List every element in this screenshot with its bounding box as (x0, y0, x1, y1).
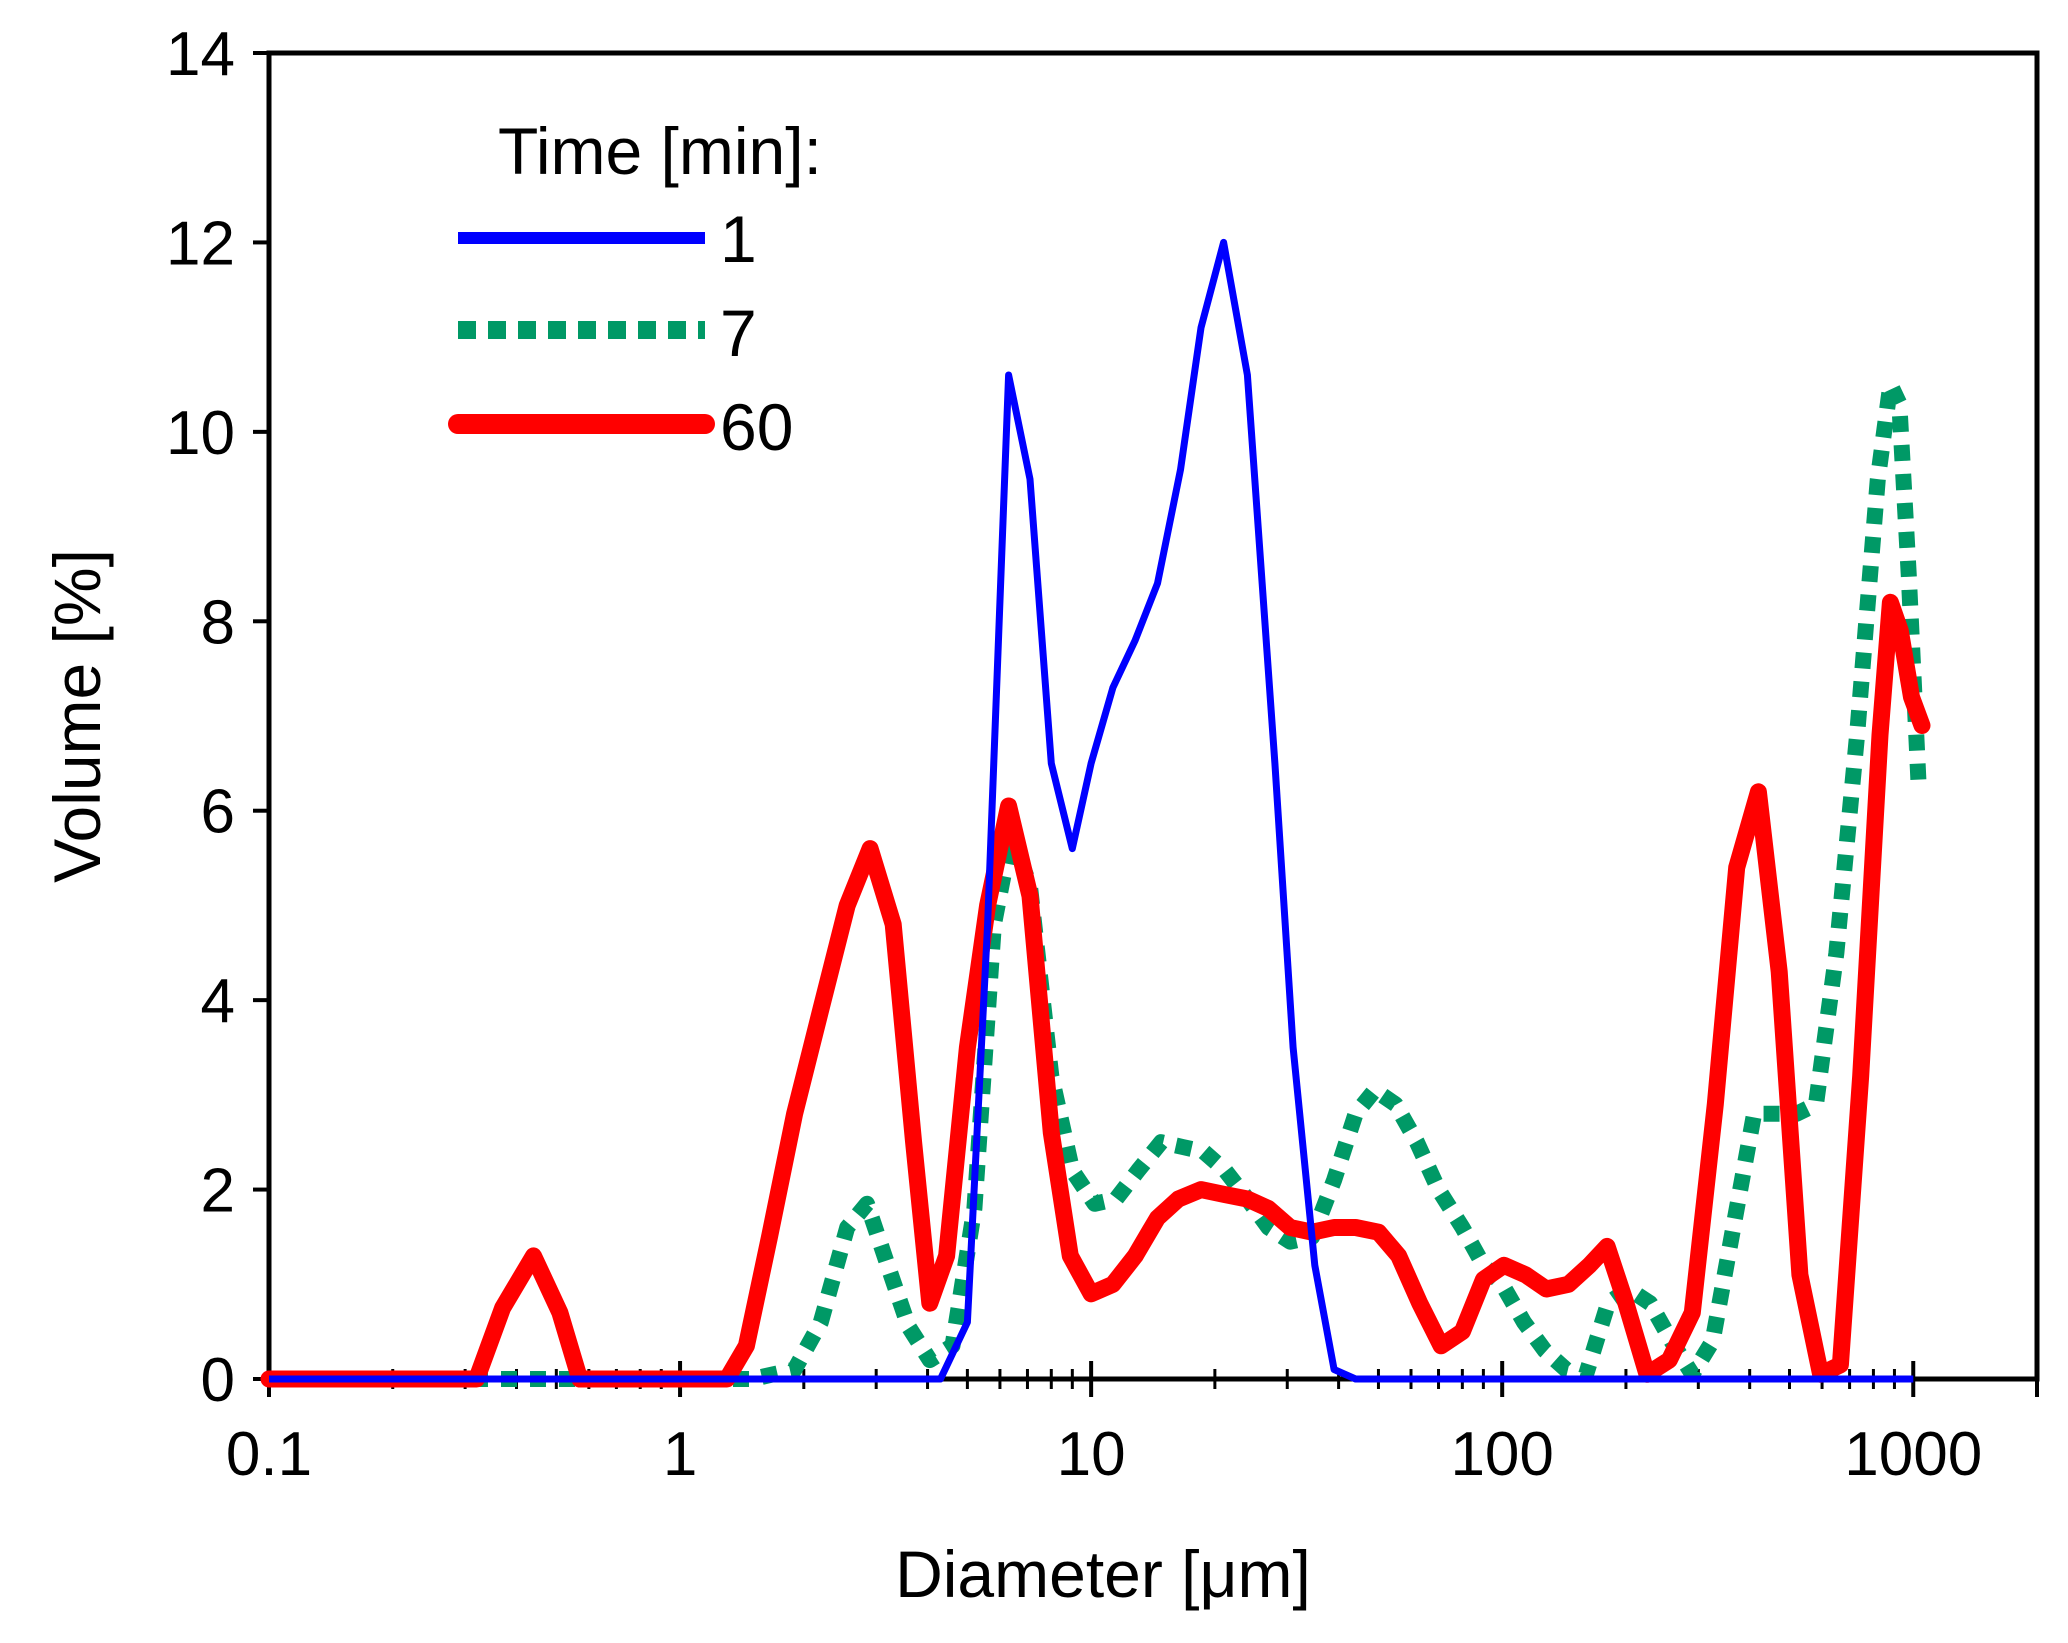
y-tick-label-10: 10 (166, 399, 235, 468)
y-axis-ticks: 0 2 4 6 8 10 12 14 (166, 20, 269, 1415)
series-line-1 (269, 238, 1914, 1383)
y-tick-label-8: 8 (201, 588, 235, 657)
series-layer (260, 238, 1931, 1388)
y-tick-label-2: 2 (201, 1157, 235, 1226)
x-tick-label-100: 100 (1450, 1420, 1553, 1489)
x-tick-label-10: 10 (1057, 1420, 1126, 1489)
x-tick-label-1: 1 (663, 1420, 697, 1489)
y-tick-label-12: 12 (166, 209, 235, 278)
plot-area-frame (266, 50, 2040, 1382)
y-tick-label-14: 14 (166, 20, 235, 89)
legend-label-series-7: 7 (720, 296, 757, 370)
x-tick-label-0.1: 0.1 (226, 1420, 312, 1489)
series-line-7 (269, 376, 1927, 1387)
y-tick-label-4: 4 (201, 967, 235, 1036)
y-axis-title: Volume [%] (40, 549, 114, 883)
legend-label-series-1: 1 (720, 202, 757, 276)
legend-label-series-60: 60 (720, 390, 793, 464)
x-axis-title: Diameter [μm] (895, 1537, 1311, 1611)
x-tick-label-1000: 1000 (1844, 1420, 1982, 1489)
series-line-60 (260, 593, 1931, 1388)
legend: Time [min]: 1 7 60 (448, 114, 822, 464)
y-tick-label-6: 6 (201, 778, 235, 847)
y-tick-label-0: 0 (201, 1346, 235, 1415)
legend-title: Time [min]: (498, 114, 822, 188)
